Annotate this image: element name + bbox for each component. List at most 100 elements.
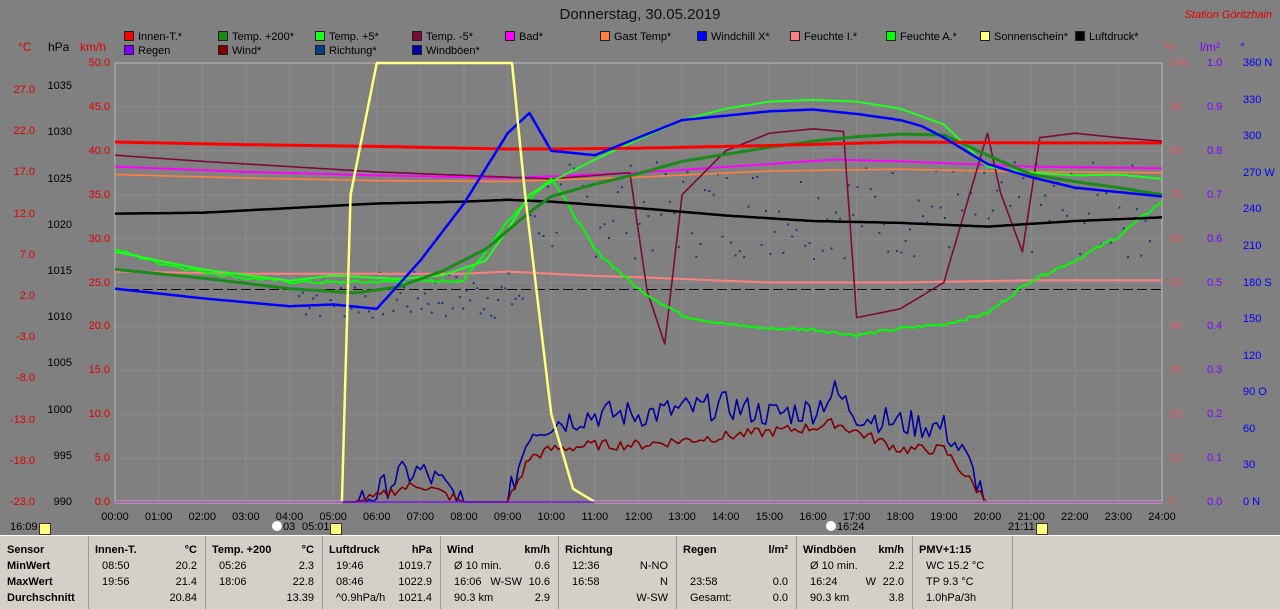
legend-swatch: [412, 31, 422, 41]
direction-dot: [301, 291, 304, 294]
direction-dot: [882, 223, 885, 226]
direction-dot: [625, 232, 628, 235]
tick-label: 0.3: [1207, 364, 1223, 377]
legend-item: Windchill X*: [697, 31, 770, 44]
tick-label: -18.0: [9, 454, 35, 467]
direction-dot: [983, 171, 986, 174]
direction-dot: [1018, 196, 1021, 199]
direction-dot: [708, 190, 711, 193]
table-cell: Ø 10 min.: [810, 560, 858, 572]
direction-dot: [725, 177, 728, 180]
moon-icon: [272, 521, 282, 531]
direction-dot: [612, 219, 615, 222]
tick-label: 70: [1170, 188, 1183, 201]
direction-dot: [961, 209, 964, 212]
tick-label: 0.2: [1207, 408, 1223, 421]
table-cell: 08:46: [336, 576, 364, 588]
tick-label: 0.6: [1207, 232, 1223, 245]
x-tick-label: 01:00: [144, 511, 173, 523]
tick-label: 5.0: [94, 452, 110, 465]
table-value: 0.6: [534, 560, 550, 572]
legend-label: Feuchte I.*: [804, 31, 858, 43]
tick-label: 90 O: [1243, 386, 1267, 399]
table-unit: km/h: [878, 544, 904, 556]
direction-dot: [616, 191, 619, 194]
direction-dot: [594, 255, 597, 258]
legend-swatch: [218, 31, 228, 41]
station-name: Station Göritzhain: [1184, 9, 1272, 21]
table-value: 0.0: [772, 576, 788, 588]
x-tick-label: 19:00: [930, 511, 958, 523]
tick-label: 10: [1170, 452, 1183, 465]
direction-dot: [458, 296, 461, 299]
table-unit: °C: [184, 544, 197, 556]
direction-dot: [690, 232, 693, 235]
table-cell: 23:58: [690, 576, 718, 588]
direction-dot: [734, 254, 737, 257]
direction-dot: [743, 256, 746, 259]
tick-label: 990: [53, 496, 72, 508]
tick-label: 2.0: [19, 290, 35, 302]
x-tick-label: 00:00: [101, 511, 129, 523]
legend-label: Temp. +5*: [329, 31, 379, 43]
chart-plot: [114, 61, 1163, 504]
direction-dot: [808, 242, 811, 245]
table-unit: km/h: [524, 544, 550, 556]
table-header: Richtung: [565, 544, 613, 556]
direction-dot: [721, 235, 724, 238]
direction-dot: [395, 298, 398, 301]
tick-label: 1005: [47, 357, 72, 370]
direction-dot: [922, 215, 925, 218]
direction-dot: [695, 255, 698, 258]
table-cell: WC 15.2 °C: [926, 560, 985, 572]
row-label: Durchschnitt: [7, 592, 75, 604]
direction-dot: [350, 307, 353, 310]
direction-dot: [607, 237, 610, 240]
direction-dot: [1070, 172, 1073, 175]
tick-label: 0: [1170, 496, 1177, 508]
tick-label: 30.0: [88, 232, 110, 245]
direction-dot: [542, 235, 545, 238]
direction-dot: [1096, 193, 1099, 196]
direction-dot: [308, 307, 311, 310]
table-cell: 12:36: [572, 560, 600, 572]
tick-label: 10.0: [88, 408, 110, 421]
x-tick-label: 17:00: [842, 511, 871, 523]
tick-label: 30: [1243, 459, 1256, 472]
x-tick-label: 16:00: [799, 511, 827, 523]
tick-label: 22.0: [13, 125, 35, 138]
table-value: 2.3: [298, 560, 314, 572]
tick-label: 120: [1243, 349, 1262, 362]
direction-dot: [413, 271, 416, 274]
legend-swatch: [886, 31, 896, 41]
direction-dot: [642, 200, 645, 203]
legend-item: Bad*: [505, 31, 543, 44]
x-tick-label: 21:00: [1017, 511, 1045, 523]
direction-dot: [1039, 203, 1042, 206]
table-unit: hPa: [411, 544, 432, 556]
table-cell: W: [865, 576, 876, 588]
x-tick-label: 02:00: [188, 511, 217, 523]
direction-dot: [660, 213, 663, 216]
table-cell: ^0.9hPa/h: [336, 592, 386, 604]
legend-swatch: [600, 31, 610, 41]
direction-dot: [900, 251, 903, 254]
table-value: 2.2: [888, 560, 904, 572]
table-header: Windböen: [803, 544, 857, 556]
direction-dot: [493, 316, 496, 319]
direction-dot: [538, 232, 541, 235]
tick-label: 60: [1170, 232, 1183, 245]
direction-dot: [629, 164, 632, 167]
table-cell: 08:50: [102, 560, 130, 572]
chart-title: Donnerstag, 30.05.2019: [559, 6, 721, 23]
direction-dot: [1127, 256, 1130, 259]
x-tick-label: 04:00: [275, 511, 304, 523]
table-column: Innen-T. °C 08:50 20.2 19:56 21.4 20.84: [88, 536, 206, 609]
unit-dir: °: [1240, 40, 1245, 54]
series-feuchte-i: [114, 270, 1162, 284]
sunset-marker-icon: [1036, 523, 1048, 535]
direction-dot: [1079, 253, 1082, 256]
direction-dot: [895, 250, 898, 253]
tick-label: 25.0: [88, 276, 110, 289]
table-unit: l/m²: [768, 544, 788, 556]
